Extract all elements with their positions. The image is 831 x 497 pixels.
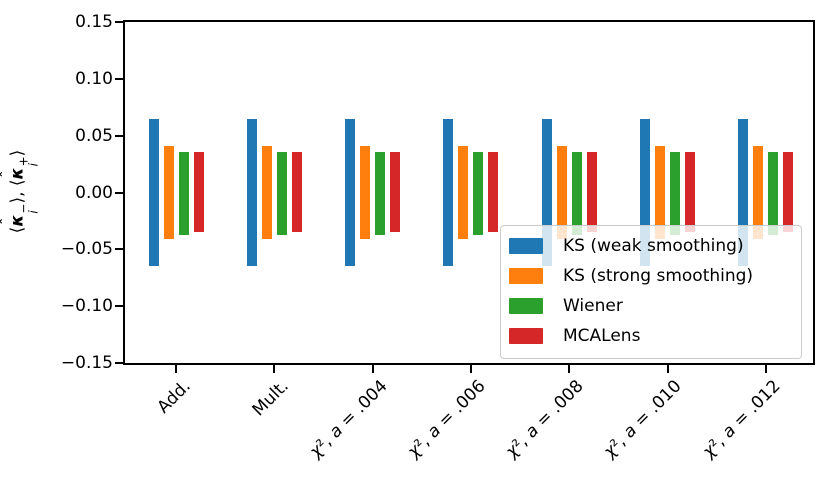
y-tick bbox=[115, 134, 123, 137]
bar-mcalens bbox=[586, 151, 597, 233]
x-tick bbox=[273, 365, 276, 373]
legend-label: Wiener bbox=[563, 296, 623, 316]
x-tick-label: χ², a = .012 bbox=[698, 376, 785, 462]
x-tick bbox=[175, 365, 177, 373]
bar-mcalens bbox=[488, 151, 499, 233]
bar-mcalens bbox=[390, 151, 401, 233]
x-tick-label: χ², a = .004 bbox=[305, 376, 392, 462]
x-tick-label: Add. bbox=[153, 376, 195, 418]
bar-ks-strong-smoothing bbox=[163, 145, 174, 240]
bar-ks-strong-smoothing bbox=[753, 145, 764, 240]
bar-mcalens bbox=[685, 151, 695, 233]
bar-wiener bbox=[670, 151, 680, 235]
x-tick-label: Mult. bbox=[248, 376, 293, 421]
legend-swatch bbox=[509, 238, 543, 254]
x-tick bbox=[666, 365, 669, 373]
bar-wiener bbox=[276, 151, 287, 235]
y-tick-label: 0.00 bbox=[75, 182, 113, 203]
bar-wiener bbox=[571, 151, 582, 235]
y-tick-label: 0.10 bbox=[75, 68, 113, 89]
x-tick-label: χ², a = .008 bbox=[502, 376, 588, 462]
y-tick-label: 0.05 bbox=[75, 125, 113, 146]
y-tick bbox=[115, 362, 123, 364]
y-tick bbox=[115, 77, 123, 80]
angle-open: ⟨ bbox=[7, 226, 28, 234]
bar-ks-strong-smoothing bbox=[655, 145, 665, 240]
subsup-plus: + i bbox=[16, 156, 41, 167]
hat-accent: ˆ bbox=[0, 170, 15, 178]
legend-swatch bbox=[509, 298, 543, 314]
y-tick-label: −0.15 bbox=[60, 353, 113, 373]
y-tick-label: −0.05 bbox=[60, 239, 113, 260]
bar-ks-weak-smoothing bbox=[640, 118, 650, 267]
bar-mcalens bbox=[291, 151, 302, 233]
legend: KS (weak smoothing) KS (strong smoothing)… bbox=[500, 225, 802, 359]
bar-ks-weak-smoothing bbox=[541, 118, 552, 267]
x-tick bbox=[371, 365, 374, 373]
bar-ks-weak-smoothing bbox=[345, 118, 356, 267]
legend-row: MCALens bbox=[501, 321, 801, 351]
y-tick bbox=[115, 248, 123, 251]
x-tick bbox=[568, 365, 571, 373]
bar-ks-weak-smoothing bbox=[148, 118, 159, 267]
bar-ks-strong-smoothing bbox=[458, 145, 469, 240]
y-tick-label: 0.15 bbox=[75, 12, 113, 32]
bar-ks-strong-smoothing bbox=[261, 145, 272, 240]
legend-label: KS (weak smoothing) bbox=[563, 236, 744, 256]
bar-ks-strong-smoothing bbox=[360, 145, 371, 240]
bar-wiener bbox=[768, 151, 779, 235]
bar-ks-weak-smoothing bbox=[246, 118, 257, 267]
bar-mcalens bbox=[193, 151, 204, 233]
legend-swatch bbox=[509, 328, 543, 344]
legend-row: KS (weak smoothing) bbox=[501, 231, 801, 261]
x-tick bbox=[469, 365, 472, 373]
y-tick-label: −0.10 bbox=[60, 296, 113, 317]
legend-label: KS (strong smoothing) bbox=[563, 266, 754, 286]
legend-label: MCALens bbox=[563, 326, 641, 346]
hat-accent: ˆ bbox=[0, 218, 15, 225]
y-tick bbox=[115, 21, 123, 23]
plot-area bbox=[115, 20, 815, 373]
label-mid: ⟩, ⟨ bbox=[7, 179, 28, 204]
bar-ks-strong-smoothing bbox=[556, 145, 567, 240]
y-axis-label-text: ⟨ ˆ κ − i ⟩, ⟨ ˆ κ + i ⟩ bbox=[0, 149, 41, 234]
bar-wiener bbox=[473, 151, 484, 235]
x-tick bbox=[764, 365, 767, 373]
bar-ks-weak-smoothing bbox=[443, 118, 454, 267]
legend-row: Wiener bbox=[501, 291, 801, 321]
legend-swatch bbox=[509, 268, 543, 284]
bar-wiener bbox=[178, 151, 189, 235]
legend-row: KS (strong smoothing) bbox=[501, 261, 801, 291]
subsup-minus: − i bbox=[16, 203, 41, 214]
y-axis-label: ⟨ ˆ κ − i ⟩, ⟨ ˆ κ + i ⟩ bbox=[0, 20, 46, 363]
angle-close: ⟩ bbox=[7, 149, 28, 157]
x-tick-label: χ², a = .006 bbox=[403, 376, 490, 462]
y-tick bbox=[115, 305, 123, 308]
bar-mcalens bbox=[783, 151, 794, 233]
x-tick-label: χ², a = .010 bbox=[600, 376, 686, 462]
bar-wiener bbox=[375, 151, 386, 235]
bar-ks-weak-smoothing bbox=[738, 118, 749, 267]
y-tick bbox=[115, 191, 123, 194]
